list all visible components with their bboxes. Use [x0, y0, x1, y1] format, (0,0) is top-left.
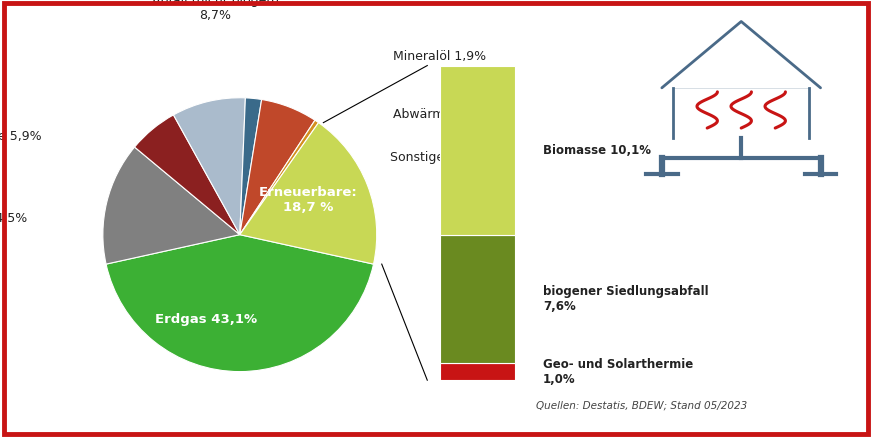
- Wedge shape: [103, 147, 240, 264]
- Wedge shape: [240, 123, 377, 264]
- Text: Abfall (nicht biogen)
8,7%: Abfall (nicht biogen) 8,7%: [152, 0, 279, 22]
- Bar: [439, 66, 515, 236]
- Text: Abwärme 6,7%: Abwärme 6,7%: [393, 108, 488, 121]
- Text: Steinkohle 14,5%: Steinkohle 14,5%: [0, 212, 28, 225]
- Text: Geo- und Solarthermie
1,0%: Geo- und Solarthermie 1,0%: [543, 358, 693, 386]
- Text: Erdgas 43,1%: Erdgas 43,1%: [154, 313, 256, 326]
- Wedge shape: [240, 100, 315, 235]
- Wedge shape: [134, 115, 240, 235]
- Text: Erneuerbare:
18,7 %: Erneuerbare: 18,7 %: [259, 187, 358, 215]
- Wedge shape: [240, 98, 262, 235]
- Text: Quellen: Destatis, BDEW; Stand 05/2023: Quellen: Destatis, BDEW; Stand 05/2023: [536, 401, 747, 411]
- Text: Biomasse 10,1%: Biomasse 10,1%: [543, 144, 651, 157]
- Wedge shape: [240, 120, 318, 235]
- Wedge shape: [174, 98, 245, 235]
- Wedge shape: [106, 235, 373, 371]
- Text: Mineralöl 1,9%: Mineralöl 1,9%: [393, 50, 487, 63]
- Text: Braunkohle 5,9%: Braunkohle 5,9%: [0, 130, 41, 142]
- Bar: [439, 363, 515, 380]
- Text: Sonstige 0,5%: Sonstige 0,5%: [391, 152, 480, 164]
- Bar: [439, 236, 515, 363]
- Text: biogener Siedlungsabfall
7,6%: biogener Siedlungsabfall 7,6%: [543, 285, 709, 313]
